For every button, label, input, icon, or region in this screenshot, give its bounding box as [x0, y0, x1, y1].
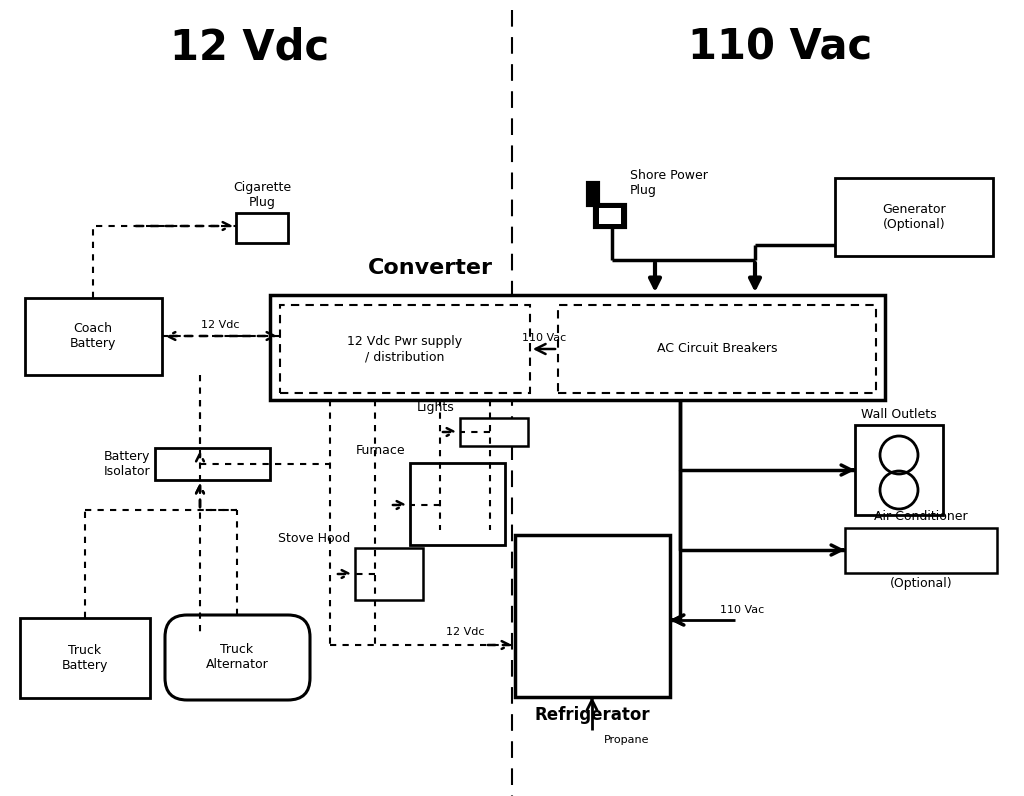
Text: 110 Vac: 110 Vac — [522, 333, 566, 343]
Text: 12 Vdc: 12 Vdc — [201, 320, 240, 330]
Text: Battery
Isolator: Battery Isolator — [103, 450, 150, 478]
Text: Propane: Propane — [604, 735, 649, 745]
FancyBboxPatch shape — [20, 618, 150, 698]
Text: Truck
Battery: Truck Battery — [61, 644, 109, 672]
FancyBboxPatch shape — [855, 425, 943, 515]
FancyBboxPatch shape — [355, 548, 423, 600]
Text: 110 Vac: 110 Vac — [720, 605, 764, 615]
Text: Coach
Battery: Coach Battery — [70, 322, 116, 350]
Text: Converter: Converter — [368, 258, 493, 278]
FancyBboxPatch shape — [599, 208, 621, 224]
Text: Lights: Lights — [417, 400, 455, 413]
FancyBboxPatch shape — [558, 305, 876, 393]
Text: 12 Vdc: 12 Vdc — [446, 627, 485, 637]
Text: Cigarette
Plug: Cigarette Plug — [232, 181, 291, 209]
Text: Refrigerator: Refrigerator — [535, 706, 650, 724]
Text: Wall Outlets: Wall Outlets — [861, 408, 937, 422]
Text: Shore Power
Plug: Shore Power Plug — [630, 169, 708, 197]
FancyBboxPatch shape — [595, 205, 625, 227]
FancyBboxPatch shape — [270, 295, 885, 400]
Text: AC Circuit Breakers: AC Circuit Breakers — [656, 342, 777, 356]
Text: Air Conditioner: Air Conditioner — [874, 509, 968, 522]
FancyBboxPatch shape — [515, 535, 670, 697]
Text: Furnace: Furnace — [355, 443, 406, 456]
FancyBboxPatch shape — [236, 213, 288, 243]
FancyBboxPatch shape — [165, 615, 310, 700]
Text: Stove Hood: Stove Hood — [278, 532, 350, 544]
FancyBboxPatch shape — [835, 178, 993, 256]
FancyBboxPatch shape — [280, 305, 530, 393]
FancyBboxPatch shape — [25, 298, 162, 375]
FancyBboxPatch shape — [155, 448, 270, 480]
FancyBboxPatch shape — [588, 183, 598, 205]
FancyBboxPatch shape — [845, 528, 997, 573]
Text: 110 Vac: 110 Vac — [688, 27, 872, 69]
FancyBboxPatch shape — [410, 463, 505, 545]
Text: 12 Vdc: 12 Vdc — [170, 27, 330, 69]
Text: 12 Vdc Pwr supply
/ distribution: 12 Vdc Pwr supply / distribution — [347, 335, 463, 363]
Text: Truck
Alternator: Truck Alternator — [206, 643, 268, 671]
Text: Generator
(Optional): Generator (Optional) — [883, 203, 946, 231]
Text: (Optional): (Optional) — [890, 578, 952, 591]
FancyBboxPatch shape — [460, 418, 528, 446]
